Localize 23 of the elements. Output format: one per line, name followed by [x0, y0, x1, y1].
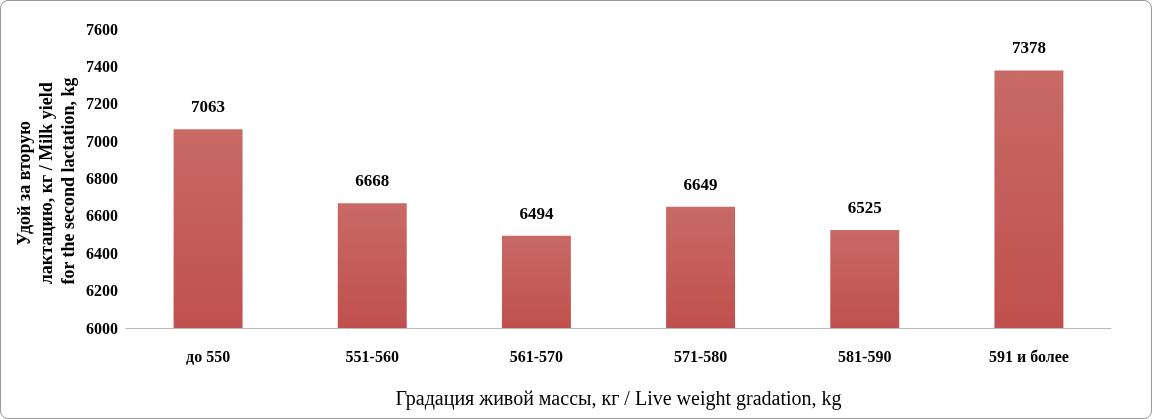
x-tick-label: до 550	[186, 347, 231, 365]
x-tick-label: 551-560	[345, 347, 399, 365]
y-tick-label: 6200	[86, 282, 118, 300]
y-tick-label: 6800	[86, 170, 118, 187]
data-label: 6649	[683, 174, 718, 194]
data-label: 6525	[847, 197, 882, 217]
y-tick-label: 7400	[86, 57, 118, 75]
y-tick-label: 6600	[86, 207, 118, 225]
x-tick-label: 571-580	[673, 347, 728, 365]
y-tick-label: 7600	[86, 20, 118, 38]
y-tick-label: 6400	[86, 244, 118, 262]
x-tick-label: 581-590	[838, 347, 892, 365]
y-tick-label: 7200	[86, 95, 118, 113]
x-axis-title: Градация живой массы, кг / Live weight gradation, kg	[395, 387, 842, 410]
x-tick-label: 591 и более	[988, 347, 1069, 365]
y-axis-title: Удой за вторую лактацию, кг / Milk yield for the second lactation, kg	[14, 77, 78, 285]
y-tick-label: 7000	[86, 132, 118, 150]
data-label: 6668	[355, 171, 390, 191]
y-tick-label: 6000	[86, 319, 118, 337]
data-label: 7063	[191, 97, 226, 117]
data-label: 7378	[1011, 38, 1046, 58]
data-label: 6494	[519, 203, 554, 223]
x-tick-label: 561-570	[509, 347, 564, 365]
